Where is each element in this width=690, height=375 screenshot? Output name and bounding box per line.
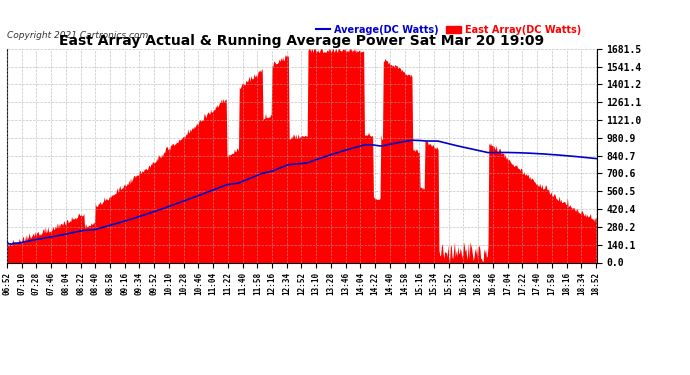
Title: East Array Actual & Running Average Power Sat Mar 20 19:09: East Array Actual & Running Average Powe… (59, 34, 544, 48)
Legend: Average(DC Watts), East Array(DC Watts): Average(DC Watts), East Array(DC Watts) (312, 21, 585, 39)
Text: Copyright 2021 Cartronics.com: Copyright 2021 Cartronics.com (7, 31, 148, 40)
